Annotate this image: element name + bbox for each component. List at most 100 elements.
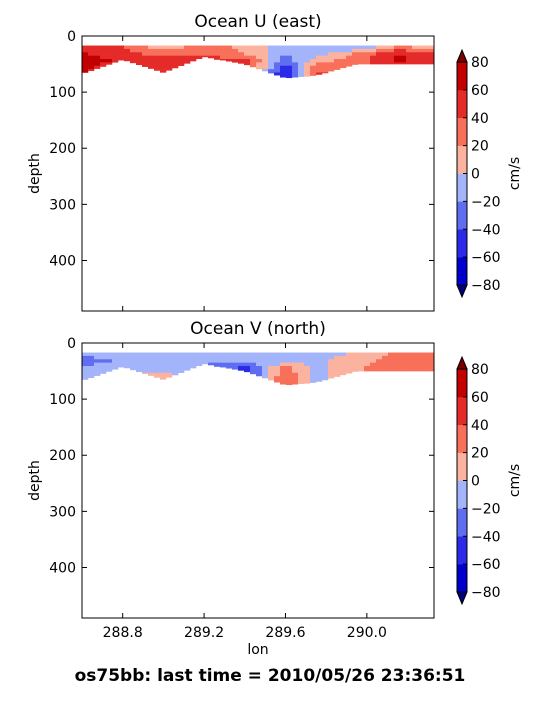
heatmap-cell <box>106 62 113 65</box>
heatmap-cell <box>304 45 311 50</box>
heatmap-cell <box>316 55 323 60</box>
heatmap-cell <box>100 52 107 56</box>
heatmap-cell <box>154 69 161 71</box>
heatmap-cell <box>406 55 413 60</box>
heatmap-cell <box>88 366 95 370</box>
heatmap-cell <box>184 359 191 363</box>
colorbar-band <box>457 173 467 202</box>
heatmap-cell <box>250 362 257 367</box>
heatmap-cell <box>154 352 161 357</box>
heatmap-cell <box>406 369 413 372</box>
heatmap-cell <box>430 55 435 60</box>
heatmap-cell <box>124 52 131 56</box>
heatmap-cell <box>112 59 119 63</box>
heatmap-cell <box>184 366 191 370</box>
heatmap-cell <box>172 59 179 63</box>
heatmap-cell <box>142 52 149 56</box>
heatmap-cell <box>214 52 221 56</box>
x-tick-label: 289.2 <box>184 625 224 641</box>
heatmap-cell <box>364 366 371 370</box>
heatmap-cell <box>292 372 299 377</box>
heatmap-cell <box>430 362 435 367</box>
heatmap-cell <box>274 65 281 70</box>
colorbar-tick-label: −80 <box>471 278 501 294</box>
heatmap-cell <box>268 72 275 74</box>
colorbar-band <box>457 536 467 565</box>
heatmap-cell <box>118 355 125 360</box>
heatmap-cell <box>250 52 257 56</box>
heatmap-cell <box>142 48 149 53</box>
heatmap-cell <box>424 359 431 363</box>
heatmap-cell <box>160 366 167 370</box>
heatmap-cell <box>250 65 257 68</box>
heatmap-cell <box>106 55 113 60</box>
heatmap-cell <box>238 55 245 60</box>
heatmap-cell <box>160 62 167 67</box>
heatmap-cell <box>160 55 167 60</box>
heatmap-cell <box>172 65 179 69</box>
heatmap-cell <box>280 72 287 77</box>
heatmap-cell <box>94 355 101 360</box>
heatmap-cell <box>88 59 95 63</box>
heatmap-cell <box>316 352 323 357</box>
heatmap-cell <box>214 352 221 357</box>
heatmap-cell <box>166 352 173 357</box>
heatmap-cell <box>178 52 185 56</box>
heatmap-cell <box>376 352 383 357</box>
heatmap-cell <box>226 59 233 62</box>
heatmap-cell <box>424 352 431 357</box>
colorbar-band <box>457 508 467 537</box>
heatmap-cell <box>154 55 161 60</box>
heatmap-cell <box>430 355 435 360</box>
heatmap-cell <box>268 372 275 377</box>
chart-title: Ocean U (east) <box>194 12 321 32</box>
heatmap-cell <box>382 366 389 370</box>
colorbar-tick-label: 80 <box>471 362 489 378</box>
heatmap-cell <box>376 45 383 50</box>
heatmap-cell <box>184 52 191 56</box>
colorbar-band <box>457 145 467 174</box>
heatmap-cell <box>262 376 269 379</box>
heatmap-cell <box>394 55 401 60</box>
heatmap-cell <box>166 366 173 370</box>
heatmap-cell <box>256 52 263 56</box>
heatmap-cell <box>328 55 335 60</box>
heatmap-cell <box>268 376 275 380</box>
heatmap-cell <box>370 355 377 360</box>
heatmap-cell <box>238 366 245 370</box>
heatmap-cell <box>190 45 197 50</box>
heatmap-cell <box>322 59 329 63</box>
heatmap-cell <box>388 366 395 370</box>
heatmap-cell <box>214 359 221 363</box>
heatmap-cell <box>268 65 275 70</box>
heatmap-cell <box>160 65 167 70</box>
heatmap-cell <box>310 355 317 360</box>
heatmap-cell <box>292 352 299 357</box>
heatmap-cell <box>280 376 287 380</box>
heatmap-cell <box>382 48 389 53</box>
heatmap-cell <box>316 48 323 53</box>
heatmap-cell <box>208 359 215 363</box>
heatmap-cell <box>316 45 323 50</box>
heatmap-cell <box>244 59 251 63</box>
colorbar-label: cm/s <box>507 464 523 497</box>
heatmap-cell <box>154 62 161 67</box>
heatmap-cell <box>196 355 203 360</box>
heatmap-cell <box>364 52 371 56</box>
heatmap-cell <box>412 62 419 65</box>
heatmap-cell <box>226 55 233 60</box>
heatmap-cell <box>370 352 377 357</box>
heatmap-cell <box>184 62 191 64</box>
heatmap-cell <box>208 355 215 360</box>
heatmap-cell <box>214 59 221 60</box>
heatmap-cell <box>82 362 89 367</box>
colorbar-tick-label: −40 <box>471 529 501 545</box>
heatmap-cell <box>322 65 329 70</box>
heatmap-cell <box>412 48 419 53</box>
heatmap-cell <box>118 48 125 53</box>
heatmap-cell <box>304 382 311 384</box>
heatmap-cell <box>298 352 305 357</box>
heatmap-cell <box>298 62 305 67</box>
heatmap-cell <box>112 52 119 56</box>
heatmap-cell <box>184 352 191 357</box>
